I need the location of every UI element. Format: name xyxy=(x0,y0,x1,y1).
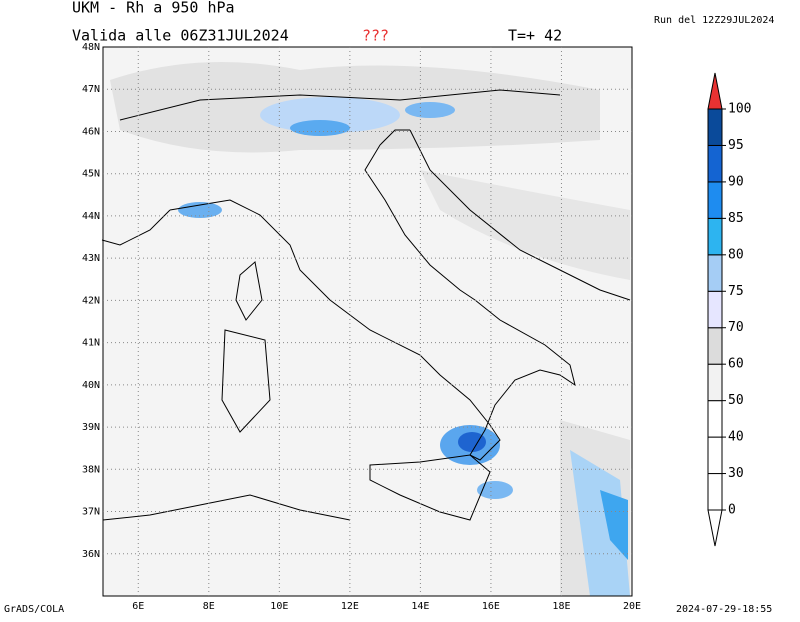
colorbar-label: 95 xyxy=(728,138,744,153)
colorbar-label: 90 xyxy=(728,174,744,189)
lon-label: 8E xyxy=(203,601,215,612)
lat-label: 44N xyxy=(82,211,100,222)
lat-label: 45N xyxy=(82,169,100,180)
colorbar-segment xyxy=(707,144,723,183)
colorbar-segment xyxy=(707,436,723,475)
lon-label: 16E xyxy=(482,601,500,612)
title: UKM - Rh a 950 hPa xyxy=(72,0,235,17)
lat-label: 48N xyxy=(82,42,100,53)
colorbar-label: 75 xyxy=(728,284,744,299)
coastlines xyxy=(101,89,631,521)
colorbar-label: 50 xyxy=(728,393,744,408)
colorbar-top xyxy=(707,72,723,110)
colorbar-label: 40 xyxy=(728,430,744,445)
colorbar-segment xyxy=(707,181,723,219)
colorbar-label: 80 xyxy=(728,247,744,262)
lat-label: 47N xyxy=(82,84,100,95)
lat-label: 41N xyxy=(82,338,100,349)
lon-label: 6E xyxy=(132,601,144,612)
lon-label: 18E xyxy=(552,601,570,612)
lat-label: 43N xyxy=(82,253,100,264)
colorbar-segment xyxy=(707,290,723,329)
colorbar-label: 0 xyxy=(728,503,736,518)
colorbar-bottom xyxy=(707,509,723,547)
map-field xyxy=(103,47,632,596)
colorbar-label: 85 xyxy=(728,211,744,226)
footer-right: 2024-07-29-18:55 xyxy=(676,604,772,615)
lat-label: 42N xyxy=(82,295,100,306)
lat-label: 36N xyxy=(82,549,100,560)
lat-label: 39N xyxy=(82,422,100,433)
lon-label: 14E xyxy=(411,601,429,612)
lat-label: 40N xyxy=(82,380,100,391)
colorbar-segment xyxy=(707,108,723,146)
colorbar-label: 30 xyxy=(728,466,744,481)
flag: ??? xyxy=(362,27,389,45)
colorbar-label: 70 xyxy=(728,320,744,335)
colorbar-segment xyxy=(707,363,723,402)
footer-left: GrADS/COLA xyxy=(4,604,64,615)
colorbar-segment xyxy=(707,217,723,256)
step: T=+ 42 xyxy=(508,27,562,45)
colorbar-segment xyxy=(707,254,723,292)
colorbar-label: 100 xyxy=(728,102,751,117)
lat-label: 38N xyxy=(82,464,100,475)
colorbar-segment xyxy=(707,400,723,438)
run-time: Run del 12Z29JUL2024 xyxy=(654,15,774,26)
colorbar-segment xyxy=(707,327,723,365)
colorbar-label: 60 xyxy=(728,357,744,372)
map-frame xyxy=(102,46,633,597)
lon-label: 12E xyxy=(341,601,359,612)
lat-label: 46N xyxy=(82,126,100,137)
colorbar-segment xyxy=(707,473,723,511)
lat-label: 37N xyxy=(82,507,100,518)
lon-label: 20E xyxy=(623,601,641,612)
valid-time: Valida alle 06Z31JUL2024 xyxy=(72,27,289,45)
lon-label: 10E xyxy=(270,601,288,612)
